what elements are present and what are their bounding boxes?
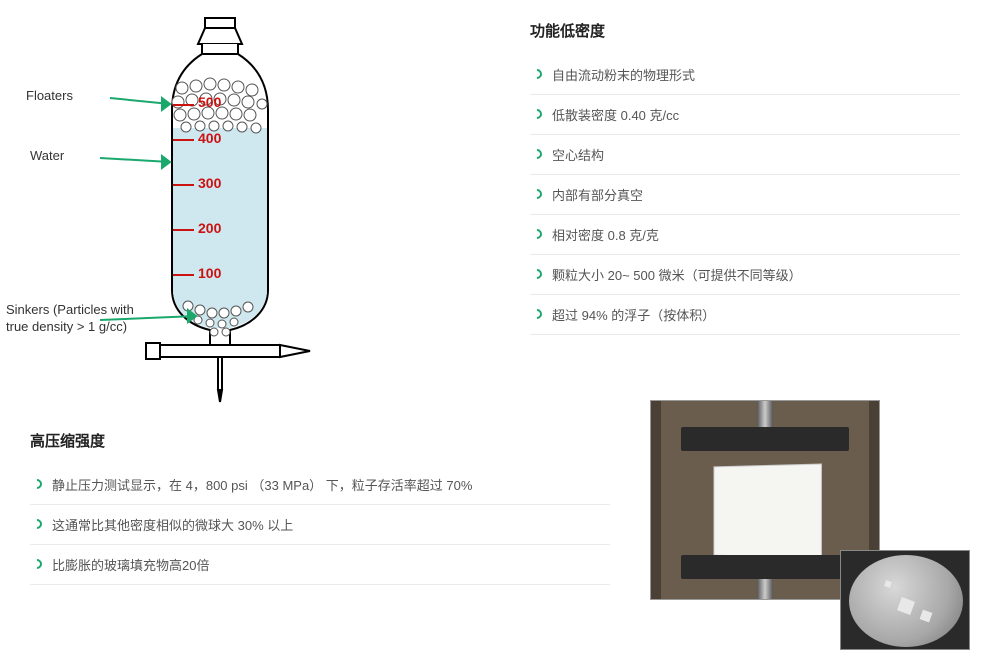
funnel-svg: [70, 10, 370, 410]
list-item: 自由流动粉末的物理形式: [530, 55, 960, 95]
bottom-section: 高压缩强度 静止压力测试显示，在 4，800 psi （33 MPa） 下，粒子…: [0, 430, 1000, 585]
list-item: 这通常比其他密度相似的微球大 30% 以上: [30, 505, 610, 545]
scale-400: 400: [198, 130, 221, 146]
list-item: 空心结构: [530, 135, 960, 175]
bottom-text: 高压缩强度 静止压力测试显示，在 4，800 psi （33 MPa） 下，粒子…: [30, 430, 610, 585]
list-item: 低散装密度 0.40 克/cc: [530, 95, 960, 135]
list-item: 颗粒大小 20~ 500 微米（可提供不同等级）: [530, 255, 960, 295]
label-sinkers-l2: true density > 1 g/cc): [6, 319, 134, 336]
scale-100: 100: [198, 265, 221, 281]
right-title: 功能低密度: [530, 20, 960, 41]
scale-300: 300: [198, 175, 221, 191]
bottom-images: [650, 400, 1000, 640]
list-item: 比膨胀的玻璃填充物高20倍: [30, 545, 610, 585]
list-item: 相对密度 0.8 克/克: [530, 215, 960, 255]
list-item: 静止压力测试显示，在 4，800 psi （33 MPa） 下，粒子存活率超过 …: [30, 465, 610, 505]
funnel-diagram: Floaters Water Sinkers (Particles with t…: [30, 10, 490, 400]
right-column: 功能低密度 自由流动粉末的物理形式 低散装密度 0.40 克/cc 空心结构 内…: [530, 10, 970, 400]
label-floaters: Floaters: [26, 88, 73, 103]
top-section: Floaters Water Sinkers (Particles with t…: [0, 0, 1000, 400]
bottom-title: 高压缩强度: [30, 430, 610, 451]
list-item: 超过 94% 的浮子（按体积）: [530, 295, 960, 335]
label-sinkers-l1: Sinkers (Particles with: [6, 302, 134, 319]
label-sinkers: Sinkers (Particles with true density > 1…: [6, 302, 134, 336]
scale-200: 200: [198, 220, 221, 236]
scale-500: 500: [198, 94, 221, 110]
label-water: Water: [30, 148, 64, 163]
right-list: 自由流动粉末的物理形式 低散装密度 0.40 克/cc 空心结构 内部有部分真空…: [530, 55, 960, 335]
bottom-list: 静止压力测试显示，在 4，800 psi （33 MPa） 下，粒子存活率超过 …: [30, 465, 610, 585]
sem-microsphere-photo: [840, 550, 970, 650]
list-item: 内部有部分真空: [530, 175, 960, 215]
